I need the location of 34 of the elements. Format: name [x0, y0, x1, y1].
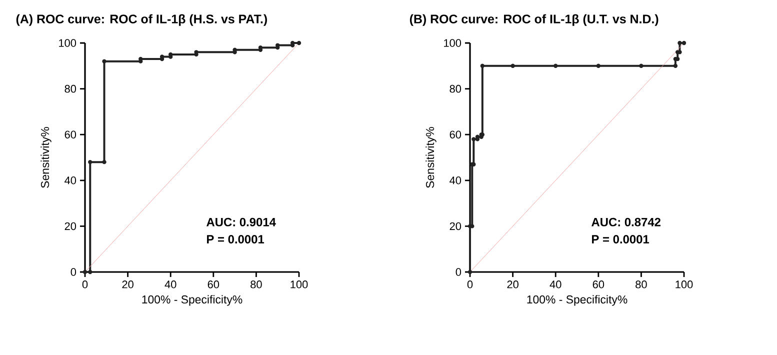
annotation: P = 0.0001: [207, 235, 264, 244]
y-tick-label: 20: [64, 222, 76, 230]
y-tick-label: 80: [450, 84, 462, 93]
x-tick-label: 100: [676, 280, 693, 288]
y-tick-label: 60: [450, 130, 462, 138]
x-tick-label: 40: [164, 280, 176, 288]
y-axis-title: Sensitivity%: [426, 127, 436, 188]
y-tick-label: 0: [456, 268, 462, 276]
annotation: AUC: 0.9014: [206, 218, 276, 226]
chart-title: (A) ROC curve: ROC of IL-1β (H.S. vs PAT.): [16, 14, 267, 26]
x-tick-label: 40: [550, 280, 562, 288]
x-tick-label: 100: [290, 280, 308, 288]
x-tick-label: 80: [250, 280, 262, 288]
y-tick-label: 40: [450, 176, 462, 184]
x-axis-title: 100% - Specificity%: [142, 295, 242, 306]
x-tick-label: 80: [636, 280, 647, 288]
y-tick-label: 0: [70, 268, 76, 276]
y-tick-label: 40: [64, 176, 76, 184]
chart-title: (B) ROC curve: ROC of IL-1β (U.T. vs N.D.): [410, 14, 658, 26]
x-tick-label: 0: [82, 280, 88, 288]
x-axis-title: 100% - Specificity%: [527, 295, 628, 306]
y-tick-label: 100: [444, 39, 462, 47]
x-tick-label: 20: [122, 280, 134, 288]
x-tick-label: 0: [467, 280, 473, 288]
y-tick-label: 80: [64, 84, 76, 93]
x-tick-label: 60: [592, 280, 604, 288]
y-tick-label: 60: [64, 130, 76, 138]
x-tick-label: 20: [507, 280, 518, 288]
y-tick-label: 100: [59, 39, 76, 47]
y-tick-label: 20: [450, 222, 462, 230]
y-axis-title: Sensitivity%: [40, 127, 52, 188]
annotation: AUC: 0.8742: [592, 218, 660, 226]
x-tick-label: 60: [208, 280, 220, 288]
annotation: P = 0.0001: [592, 235, 650, 244]
